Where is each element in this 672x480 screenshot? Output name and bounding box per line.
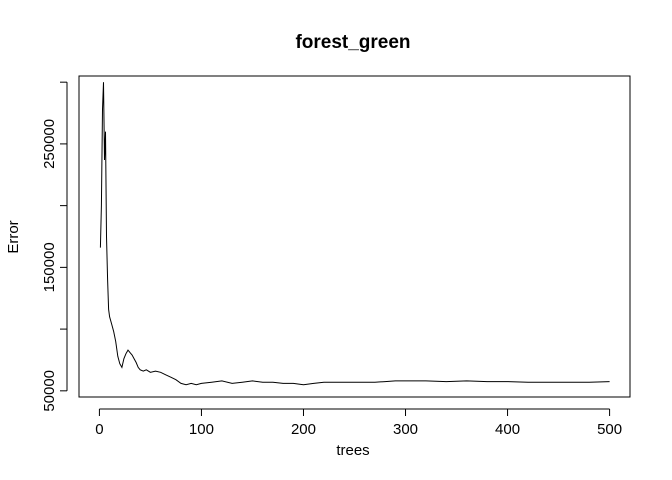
y-tick-label: 150000 <box>41 242 58 292</box>
y-tick-label: 50000 <box>41 370 58 412</box>
y-axis: 50000 150000 250000 <box>41 81 68 412</box>
x-tick-label: 300 <box>393 421 418 438</box>
x-tick-label: 0 <box>95 421 103 438</box>
x-tick-label: 500 <box>597 421 622 438</box>
x-tick-label: 200 <box>291 421 316 438</box>
x-axis: 0 100 200 300 400 500 <box>95 408 622 438</box>
chart-title: forest_green <box>295 32 410 53</box>
series-line <box>99 82 610 386</box>
plot-frame <box>78 75 631 398</box>
x-tick-label: 100 <box>189 421 214 438</box>
y-tick-label: 250000 <box>41 119 58 169</box>
y-axis-label: Error <box>5 220 22 253</box>
x-tick-label: 400 <box>495 421 520 438</box>
x-axis-label: trees <box>336 442 369 459</box>
